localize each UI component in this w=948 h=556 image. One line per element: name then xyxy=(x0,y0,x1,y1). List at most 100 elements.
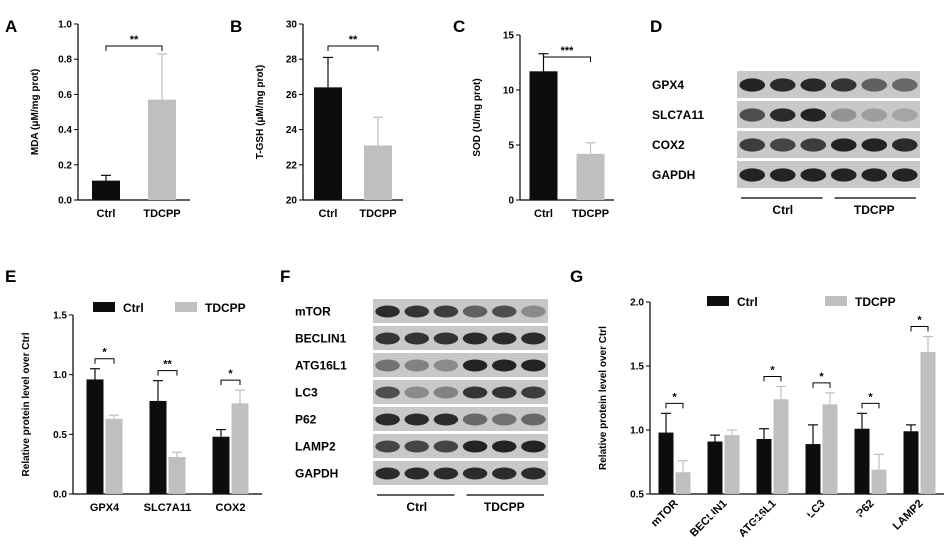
legend-label-ctrl: Ctrl xyxy=(737,295,758,309)
blot-band xyxy=(492,359,517,372)
x-tick-label: TDCPP xyxy=(572,208,609,220)
y-tick-label: 0.4 xyxy=(58,125,72,136)
bar-ctrl xyxy=(314,87,342,200)
blot-band xyxy=(462,386,488,399)
blot-row-label: mTOR xyxy=(295,305,331,319)
x-tick-label: Ctrl xyxy=(534,208,553,220)
x-tick-label: COX2 xyxy=(216,502,246,514)
blot-band xyxy=(800,138,827,152)
blot-band xyxy=(521,413,546,426)
y-tick-label: 26 xyxy=(286,90,298,101)
y-tick-label: 0.0 xyxy=(58,196,72,207)
significance-bracket xyxy=(157,370,178,376)
blot-row-label: GPX4 xyxy=(652,78,684,92)
blot-band xyxy=(521,440,546,453)
y-tick-label: 1.0 xyxy=(630,426,644,437)
y-tick-label: 0.0 xyxy=(53,490,67,501)
bar-tdcpp-lc3 xyxy=(822,404,838,494)
x-tick-label: Ctrl xyxy=(97,208,116,220)
western-blot-f: mTOR BECLIN1 ATG16L1 LC3 P62 LAMP2 GAPDH Ctrl TD… xyxy=(295,299,548,514)
legend-swatch-tdcpp xyxy=(175,302,197,312)
blot-band xyxy=(492,332,517,345)
blot-row-label: LAMP2 xyxy=(295,440,336,454)
blot-band xyxy=(769,138,796,152)
blot-band xyxy=(404,332,429,345)
panel-label-c: C xyxy=(453,17,465,36)
significance-mark: *** xyxy=(561,45,575,57)
blot-band xyxy=(462,305,488,318)
blot-strip xyxy=(373,353,548,377)
significance-mark: * xyxy=(770,364,775,376)
blot-band xyxy=(492,386,517,399)
significance-mark: ** xyxy=(349,34,358,46)
blot-band xyxy=(375,413,400,426)
bar-ctrl-slc7a11 xyxy=(149,400,167,494)
y-tick-label: 1.5 xyxy=(630,362,644,373)
blot-band xyxy=(739,108,766,122)
blot-band xyxy=(375,332,400,345)
blot-band xyxy=(375,305,400,318)
blot-row-label: LC3 xyxy=(295,386,318,400)
chart-a: 0.0 0.2 0.4 0.6 0.8 1.0 MDA (μM/mg prot) Ctrl TD… xyxy=(30,20,190,220)
x-tick-label: TDCPP xyxy=(359,208,396,220)
blot-band xyxy=(861,78,888,92)
y-axis-label: SOD (U/mg prot) xyxy=(472,78,483,156)
bar-ctrl-atg16l1 xyxy=(756,438,772,494)
significance-bracket xyxy=(763,375,782,382)
bar-tdcpp-p62 xyxy=(871,469,887,494)
y-tick-label: 5 xyxy=(508,141,514,152)
blot-band xyxy=(492,467,517,480)
blot-band xyxy=(375,440,400,453)
blot-strip xyxy=(373,380,548,404)
bar-tdcpp xyxy=(364,145,392,200)
chart-g: 0.5 1.0 1.5 2.0 Relative protein level over … xyxy=(598,295,944,540)
bar-tdcpp-beclin1 xyxy=(724,435,740,494)
blot-band xyxy=(861,108,888,122)
bar-ctrl-cox2 xyxy=(212,436,230,494)
blot-band xyxy=(861,168,888,182)
y-tick-label: 15 xyxy=(503,31,515,42)
blot-band xyxy=(861,138,888,152)
legend-label-tdcpp: TDCPP xyxy=(205,301,246,315)
panel-label-g: G xyxy=(570,267,583,286)
bar-ctrl-p62 xyxy=(854,428,870,494)
y-tick-label: 24 xyxy=(286,125,298,136)
blot-band xyxy=(433,305,459,318)
bar-tdcpp-gpx4 xyxy=(105,418,123,494)
legend-label-tdcpp: TDCPP xyxy=(855,295,896,309)
blot-band xyxy=(404,305,429,318)
bar-ctrl-beclin1 xyxy=(707,441,723,494)
bar-ctrl-gpx4 xyxy=(86,379,104,494)
blot-band xyxy=(433,440,459,453)
panel-label-e: E xyxy=(5,267,16,286)
group-label-tdcpp: TDCPP xyxy=(484,500,525,514)
blot-band xyxy=(375,386,400,399)
watermark: 知乎 @科研显微镜 xyxy=(708,509,874,533)
legend-swatch-tdcpp xyxy=(825,296,847,306)
significance-mark: * xyxy=(819,371,824,383)
x-tick-label: GPX4 xyxy=(90,502,120,514)
significance-mark: ** xyxy=(163,359,172,371)
blot-strip xyxy=(373,299,548,323)
bar-ctrl-lc3 xyxy=(805,444,821,494)
blot-strip xyxy=(737,131,920,158)
legend-swatch-ctrl xyxy=(707,296,729,306)
bar-ctrl-lamp2 xyxy=(903,431,919,494)
x-tick-label: TDCPP xyxy=(143,208,180,220)
y-axis-label: Relative protein level over Ctrl xyxy=(21,332,32,476)
blot-band xyxy=(800,108,827,122)
bar-tdcpp-cox2 xyxy=(231,403,249,494)
group-label-ctrl: Ctrl xyxy=(772,203,793,217)
blot-strip xyxy=(737,161,920,188)
x-tick-label: Ctrl xyxy=(319,208,338,220)
bar-tdcpp-atg16l1 xyxy=(773,399,789,494)
blot-row-label: BECLIN1 xyxy=(295,332,347,346)
blot-strip xyxy=(373,461,548,485)
blot-strip xyxy=(737,101,920,128)
legend-label-ctrl: Ctrl xyxy=(123,301,144,315)
blot-band xyxy=(375,467,400,480)
y-tick-label: 0.6 xyxy=(58,90,72,101)
panel-label-f: F xyxy=(280,267,290,286)
y-tick-label: 22 xyxy=(286,160,298,171)
